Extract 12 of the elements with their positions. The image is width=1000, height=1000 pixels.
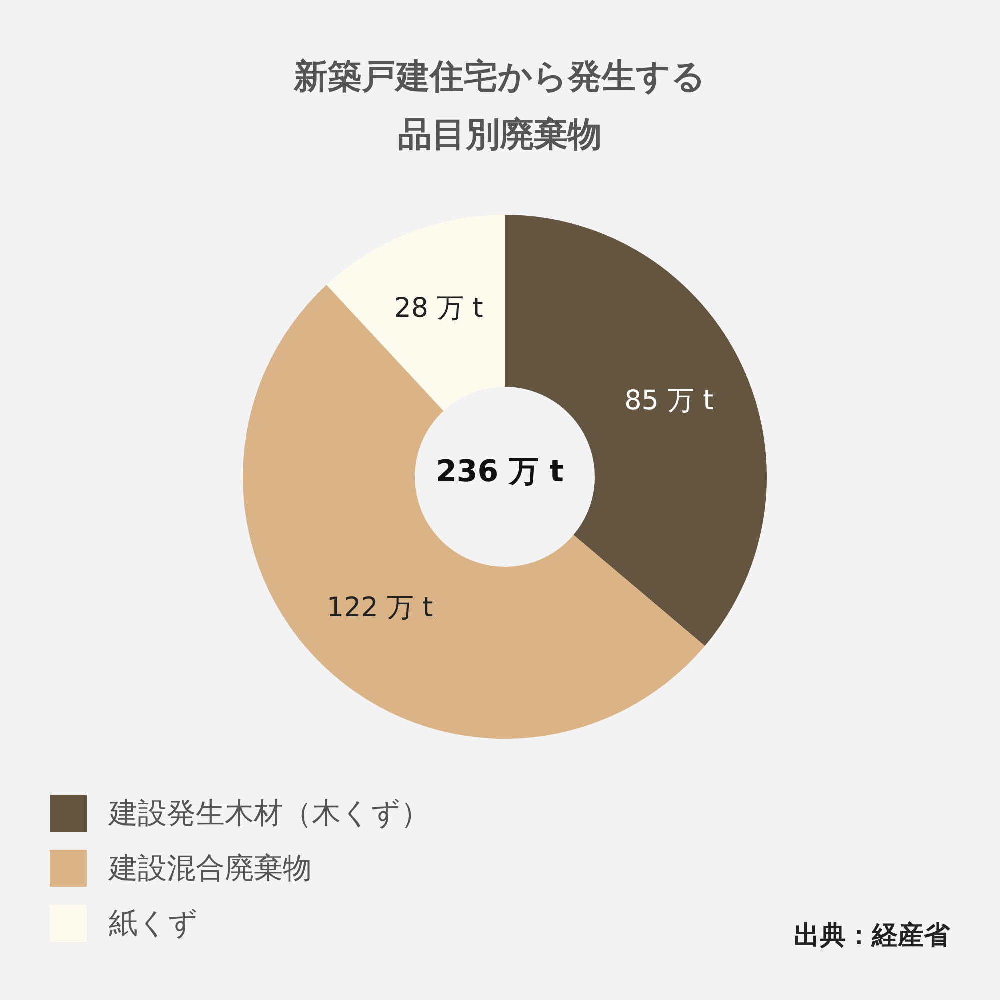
source-note: 出典：経産省 [794, 920, 950, 953]
text: 236 万 t [436, 454, 564, 490]
legend-label: 建設混合廃棄物 [109, 850, 312, 886]
donut-slice [326, 215, 505, 412]
legend-label: 建設発生木材（木くず） [109, 794, 430, 832]
data-label: 122 万 t [326, 592, 434, 624]
donut-slice [505, 215, 767, 646]
data-label: 28 万 t [394, 293, 484, 324]
donut-slice [243, 285, 706, 739]
data-label: 85 万 t [624, 385, 714, 416]
chart-title: 新築戸建住宅から発生する品目別廃棄物 [292, 56, 707, 157]
legend-label: 紙くず [109, 904, 198, 942]
